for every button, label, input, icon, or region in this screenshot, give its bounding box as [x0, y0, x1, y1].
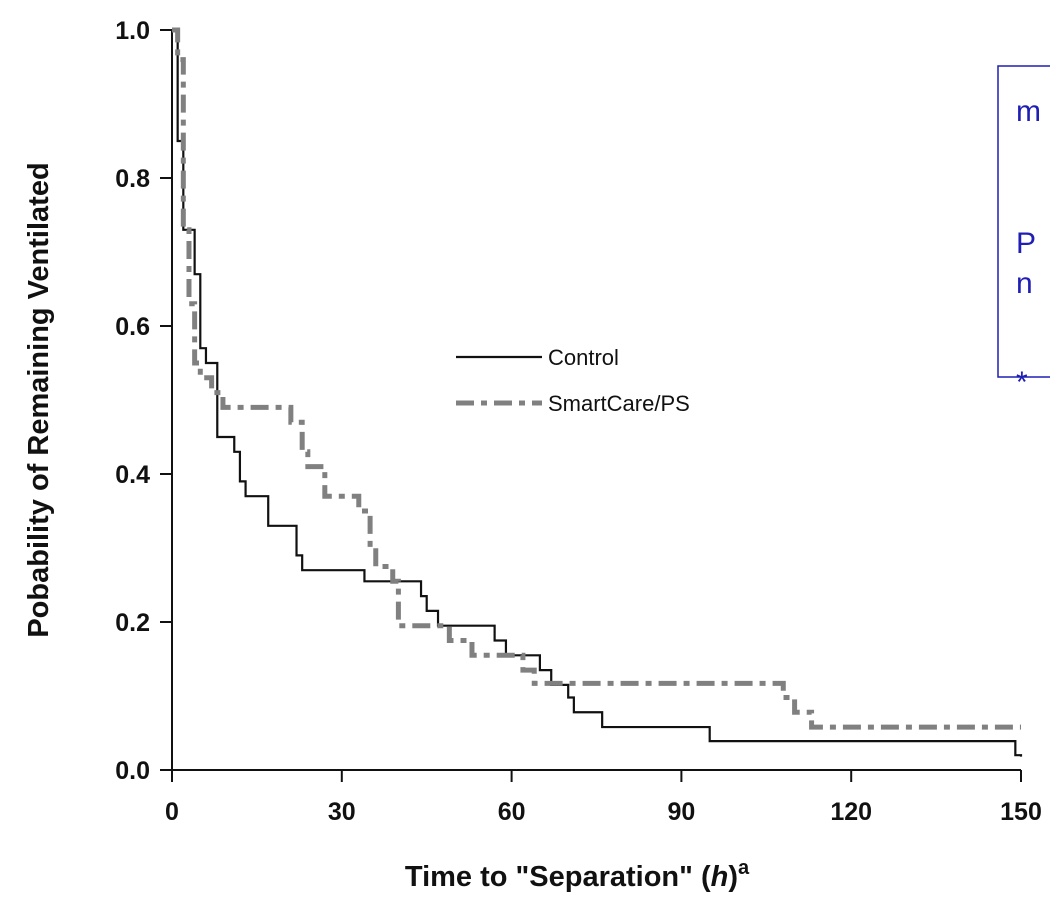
series-layer [172, 27, 1023, 757]
y-tick-label: 0.4 [115, 461, 150, 489]
y-tick-label: 0.0 [115, 757, 150, 785]
annotation-box-frame [997, 65, 1050, 378]
annotation-line-2: P [1016, 227, 1036, 260]
y-tick-label: 0.2 [115, 609, 150, 637]
y-tick-label: 0.6 [115, 313, 150, 341]
annotation-line-3: n [1016, 267, 1033, 300]
annotation-box: m P n * [997, 65, 1050, 399]
annotation-line-1: m [1016, 95, 1041, 128]
x-tick-label: 30 [328, 798, 356, 826]
x-tick-label: 150 [1000, 798, 1042, 826]
y-tick-label: 0.8 [115, 165, 150, 193]
legend-label-control: Control [548, 345, 619, 370]
y-tick-label: 1.0 [115, 17, 150, 45]
x-tick-label: 0 [165, 798, 179, 826]
series-line-smartcare [172, 27, 1021, 730]
y-axis-title: Pobability of Remaining Ventilated [23, 162, 55, 637]
series-line-control [172, 28, 1023, 757]
annotation-line-4: * [1016, 366, 1028, 399]
x-axis-title: Time to "Separation" (h)a [405, 857, 750, 893]
x-tick-label: 90 [667, 798, 695, 826]
legend-label-smartcare: SmartCare/PS [548, 391, 690, 416]
axes: 0 30 60 90 120 150 0.0 0.2 0.4 0.6 0.8 1.0 [115, 17, 1042, 826]
x-tick-label: 120 [830, 798, 872, 826]
x-tick-label: 60 [498, 798, 526, 826]
legend: Control SmartCare/PS [456, 345, 690, 416]
